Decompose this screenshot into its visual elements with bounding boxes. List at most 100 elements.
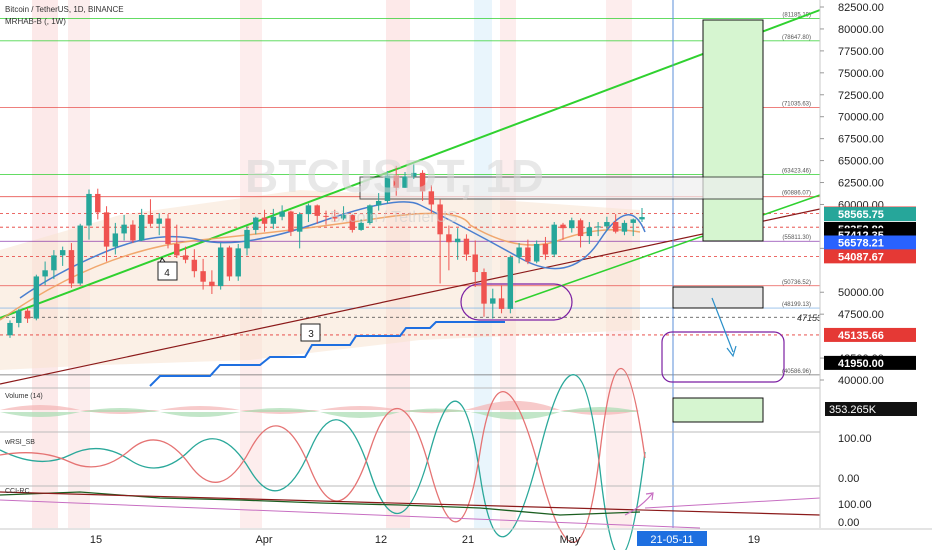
candle <box>621 220 628 236</box>
candle <box>103 206 110 262</box>
candle <box>463 234 470 261</box>
candle-body <box>393 175 399 188</box>
candle-body <box>217 247 224 287</box>
candle-body <box>586 227 593 237</box>
candle-body <box>235 248 241 277</box>
price-badge <box>824 207 916 222</box>
candle-body <box>305 205 312 215</box>
candle-body <box>253 217 259 230</box>
candle <box>59 246 66 266</box>
candle-body <box>174 243 180 256</box>
symbol-title: Bitcoin / TetherUS, 1D, BINANCE <box>5 5 124 14</box>
candle-body <box>112 233 119 247</box>
candle-body <box>507 257 514 309</box>
candle <box>182 246 189 264</box>
price-tick-label: 65000.00 <box>838 156 884 168</box>
candle-body <box>481 272 487 304</box>
candle-body <box>639 217 645 220</box>
fib-level-label: (50736.52) <box>782 280 811 286</box>
candle <box>16 308 22 328</box>
candle-body <box>498 298 505 309</box>
candle-body <box>375 200 382 206</box>
candle-body <box>42 270 48 277</box>
candle <box>525 239 531 265</box>
candle-body <box>7 322 13 336</box>
candle <box>586 222 593 244</box>
candle <box>630 218 636 237</box>
price-badge-label: 58565.75 <box>838 209 884 221</box>
candle <box>604 216 610 231</box>
candle <box>402 171 408 188</box>
zone-ellipse[interactable] <box>460 283 573 321</box>
candle-body <box>332 216 338 219</box>
projection-arrow[interactable] <box>711 297 734 353</box>
volume-target-box[interactable] <box>672 397 764 423</box>
candle <box>217 243 224 290</box>
price-tick-label: 80000.00 <box>838 24 884 36</box>
wrsi-label: wRSI_SB <box>4 439 35 446</box>
candle <box>51 250 57 280</box>
candle-body <box>24 310 31 319</box>
price-tick-label: 62500.00 <box>838 178 884 190</box>
price-tick-label: 50000.00 <box>838 287 884 299</box>
candle <box>86 189 92 240</box>
candle <box>279 205 285 221</box>
target-box[interactable] <box>702 19 764 242</box>
candle-body <box>454 238 461 243</box>
moving-average-fast <box>19 201 646 299</box>
time-tick-label: 21-05-11 <box>650 534 693 546</box>
price-badge <box>824 249 916 264</box>
candle-body <box>490 298 496 304</box>
candle <box>516 243 522 264</box>
target-zone[interactable] <box>661 331 785 383</box>
candle-body <box>349 215 356 230</box>
candle <box>253 216 259 235</box>
fib-level-label: (63423.46) <box>782 168 811 174</box>
drawings <box>0 0 863 528</box>
indicator-panes <box>0 367 821 550</box>
candle <box>261 209 268 232</box>
candle-body <box>604 222 610 227</box>
candle-body <box>270 216 277 224</box>
candle <box>314 204 320 224</box>
price-badge <box>824 327 916 342</box>
candle-body <box>68 250 75 284</box>
watermark-name: Bitcoin / TetherUS <box>330 209 458 226</box>
wrsi-line <box>0 374 646 550</box>
support-box[interactable] <box>672 286 764 309</box>
candle <box>42 261 48 286</box>
candle <box>490 288 496 319</box>
watermark-ticker: BTCUSDT, 1D <box>245 150 544 202</box>
wave-label-3[interactable]: 3 <box>300 323 321 342</box>
candle <box>200 258 206 290</box>
projection-arrow-head <box>726 345 737 358</box>
candle-body <box>121 224 127 234</box>
channel-line-lower[interactable] <box>514 194 821 303</box>
candle <box>288 210 294 237</box>
price-tick-label: 72500.00 <box>838 90 884 102</box>
wrsi-tick-0: 0.00 <box>838 473 859 485</box>
candle <box>375 193 382 211</box>
candle <box>305 203 312 223</box>
fib-level-label: (71035.63) <box>782 102 811 108</box>
candles <box>7 164 645 338</box>
candle <box>332 209 338 223</box>
wave-label-4[interactable]: 4 <box>157 257 178 281</box>
channel-line-upper[interactable] <box>0 9 821 319</box>
candle <box>437 199 443 284</box>
candle <box>296 212 303 249</box>
candle <box>209 270 215 294</box>
candle-body <box>138 215 145 241</box>
resistance-box[interactable] <box>359 176 764 200</box>
fib-level-label: (55811.30) <box>782 235 811 241</box>
candle-body <box>569 220 575 229</box>
candle-body <box>472 254 478 273</box>
price-badge-label: 45135.66 <box>838 330 884 342</box>
candle-body <box>402 176 408 188</box>
candle-body <box>77 225 83 284</box>
price-tick-label: 70000.00 <box>838 112 884 124</box>
candle <box>569 217 575 233</box>
candle <box>358 219 364 231</box>
candle <box>77 223 83 286</box>
